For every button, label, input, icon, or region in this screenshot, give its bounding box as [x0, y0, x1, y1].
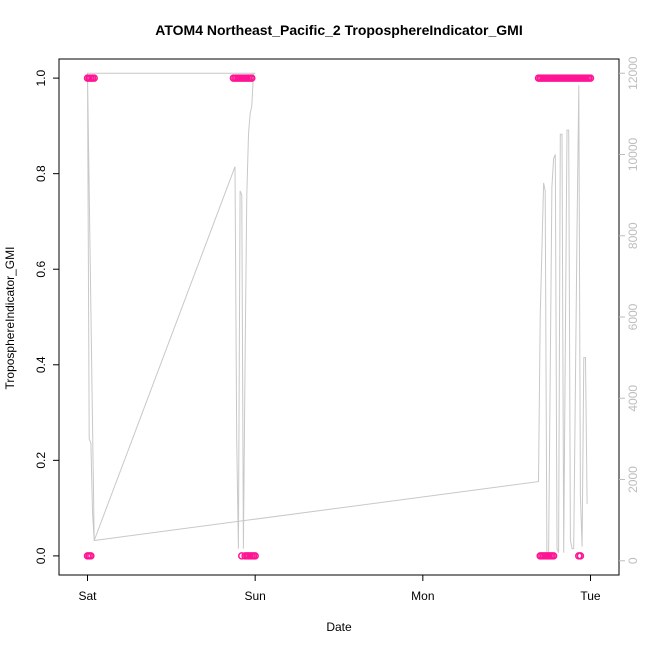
- y-tick-label: 1.0: [34, 69, 48, 86]
- x-tick-label: Tue: [580, 589, 601, 603]
- indicator-point: [251, 552, 259, 560]
- y-tick-label: 0.2: [34, 452, 48, 469]
- x-tick-label: Sat: [78, 589, 97, 603]
- plot-area: [58, 58, 620, 576]
- y2-tick-label: 2000: [626, 466, 640, 493]
- y2-tick-label: 10000: [626, 137, 640, 171]
- chart-title: ATOM4 Northeast_Pacific_2 TroposphereInd…: [155, 22, 522, 38]
- indicator-point: [248, 74, 256, 82]
- y-tick-label: 0.8: [34, 165, 48, 182]
- y-tick-label: 0.6: [34, 261, 48, 278]
- indicator-points-series: [83, 74, 595, 560]
- indicator-point: [90, 74, 98, 82]
- y-tick-label: 0.4: [34, 356, 48, 373]
- y-axis-label: TroposphereIndicator_GMI: [3, 247, 17, 390]
- bottom-axis: Sat Sun Mon Tue: [78, 575, 601, 603]
- x-tick-label: Mon: [411, 589, 434, 603]
- y2-tick-label: 4000: [626, 385, 640, 412]
- y2-tick-label: 0: [626, 557, 640, 564]
- y2-tick-label: 12000: [626, 56, 640, 90]
- y-tick-label: 0.0: [34, 547, 48, 564]
- altitude-line-series: [86, 72, 588, 557]
- altitude-line: [86, 72, 588, 557]
- x-axis-label: Date: [326, 620, 352, 634]
- indicator-point: [87, 552, 95, 560]
- indicator-point: [586, 74, 595, 82]
- right-axis: 0 2000 4000 6000 8000 10000 12000: [619, 56, 640, 564]
- x-tick-label: Sun: [244, 589, 265, 603]
- y2-tick-label: 6000: [626, 303, 640, 330]
- y2-tick-label: 8000: [626, 222, 640, 249]
- left-axis: 0.0 0.2 0.4 0.6 0.8 1.0: [34, 69, 59, 564]
- indicator-point: [576, 552, 585, 560]
- indicator-point: [549, 552, 558, 560]
